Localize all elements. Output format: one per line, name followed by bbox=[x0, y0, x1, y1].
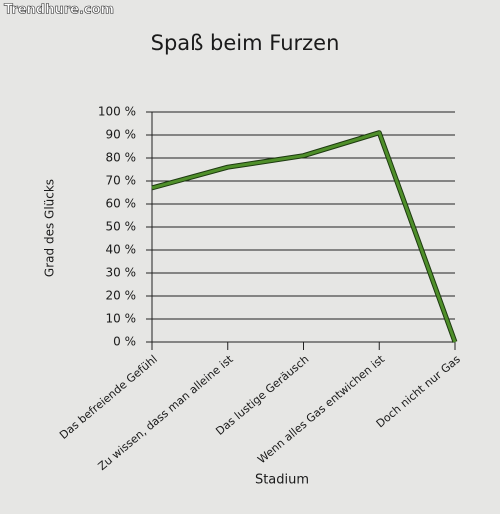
chart-title: Spaß beim Furzen bbox=[151, 31, 340, 55]
y-tick-label: 10 % bbox=[106, 312, 137, 326]
y-tick-label: 70 % bbox=[106, 174, 137, 188]
y-axis-label: Grad des Glücks bbox=[43, 179, 57, 277]
y-tick-label: 30 % bbox=[106, 266, 137, 280]
watermark: Trendhure.com bbox=[4, 3, 114, 18]
y-tick-label: 20 % bbox=[106, 289, 137, 303]
y-tick-label: 100 % bbox=[98, 105, 136, 119]
y-tick-label: 0 % bbox=[113, 335, 136, 349]
line bbox=[151, 131, 457, 343]
x-axis-label: Stadium bbox=[255, 473, 309, 488]
y-tick-label: 50 % bbox=[106, 220, 137, 234]
y-tick-label: 40 % bbox=[106, 243, 137, 257]
y-tick-label: 60 % bbox=[106, 197, 137, 211]
y-tick-label: 80 % bbox=[106, 151, 137, 165]
y-tick-label: 90 % bbox=[106, 128, 137, 142]
